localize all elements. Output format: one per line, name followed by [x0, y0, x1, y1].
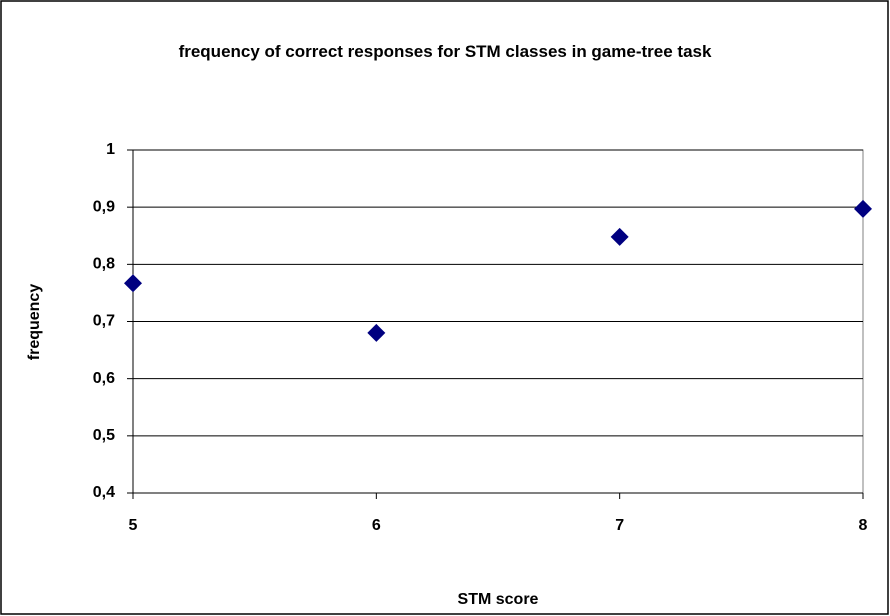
- marker: [854, 199, 872, 218]
- y-tick-label: 0,4: [93, 484, 115, 501]
- x-tick-label: 6: [372, 517, 381, 534]
- y-axis-label: frequency: [26, 284, 43, 361]
- y-tick-label: 0,5: [93, 427, 115, 444]
- y-tick-label: 0,8: [93, 256, 115, 273]
- y-tick-label: 0,7: [93, 313, 115, 330]
- marker: [124, 274, 142, 293]
- x-tick-label: 8: [859, 517, 868, 534]
- y-tick-label: 0,6: [93, 370, 115, 387]
- x-tick-label: 5: [129, 517, 138, 534]
- chart-title: frequency of correct responses for STM c…: [178, 42, 712, 61]
- y-tick-label: 0,9: [93, 198, 115, 215]
- x-axis-label: STM score: [458, 591, 539, 608]
- marker: [367, 323, 386, 342]
- y-tick-label: 1: [106, 141, 115, 158]
- marker: [610, 227, 629, 246]
- x-tick-label: 7: [615, 517, 624, 534]
